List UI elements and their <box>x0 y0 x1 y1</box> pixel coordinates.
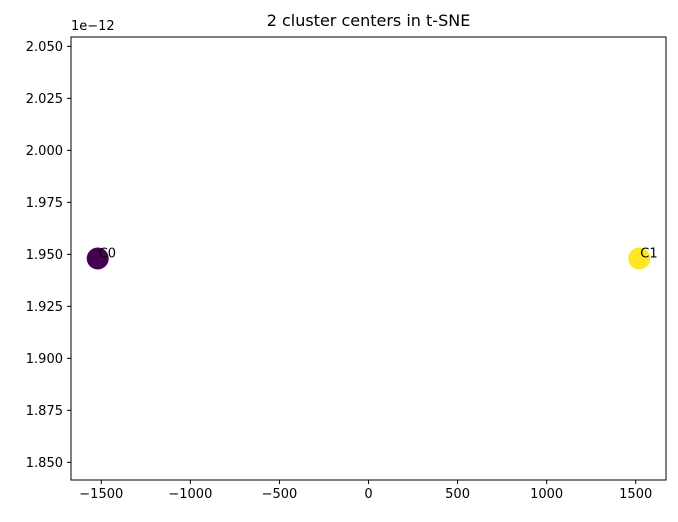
plot-frame <box>70 36 667 481</box>
x-tick-label: 0 <box>364 487 372 502</box>
y-offset-text: 1e−12 <box>71 19 115 34</box>
y-tick-label: 2.050 <box>26 40 63 55</box>
y-tick-label: 1.875 <box>26 404 63 419</box>
x-tick-label: 1500 <box>619 487 652 502</box>
x-tick-label: −500 <box>262 487 298 502</box>
y-tick-label: 1.975 <box>26 196 63 211</box>
chart-title: 2 cluster centers in t-SNE <box>267 11 471 30</box>
cluster-point-c0 <box>86 247 109 270</box>
x-tick-label: −1000 <box>168 487 212 502</box>
cluster-point-c1 <box>628 247 651 270</box>
x-tick-label: 1000 <box>530 487 563 502</box>
x-tick-label: 500 <box>445 487 470 502</box>
x-tick-label: −1500 <box>79 487 123 502</box>
cluster-label-c1: C1 <box>640 247 657 262</box>
y-tick-label: 1.925 <box>26 300 63 315</box>
y-tick-label: 2.025 <box>26 92 63 107</box>
y-tick-label: 1.850 <box>26 456 63 471</box>
y-tick-label: 2.000 <box>26 144 63 159</box>
plot-area: −1500 −1000 −500 0 500 1000 1500 1.850 1.875 1.90… <box>26 40 658 502</box>
cluster-label-c0: C0 <box>99 247 116 262</box>
y-tick-label: 1.900 <box>26 352 63 367</box>
y-tick-label: 1.950 <box>26 248 63 263</box>
